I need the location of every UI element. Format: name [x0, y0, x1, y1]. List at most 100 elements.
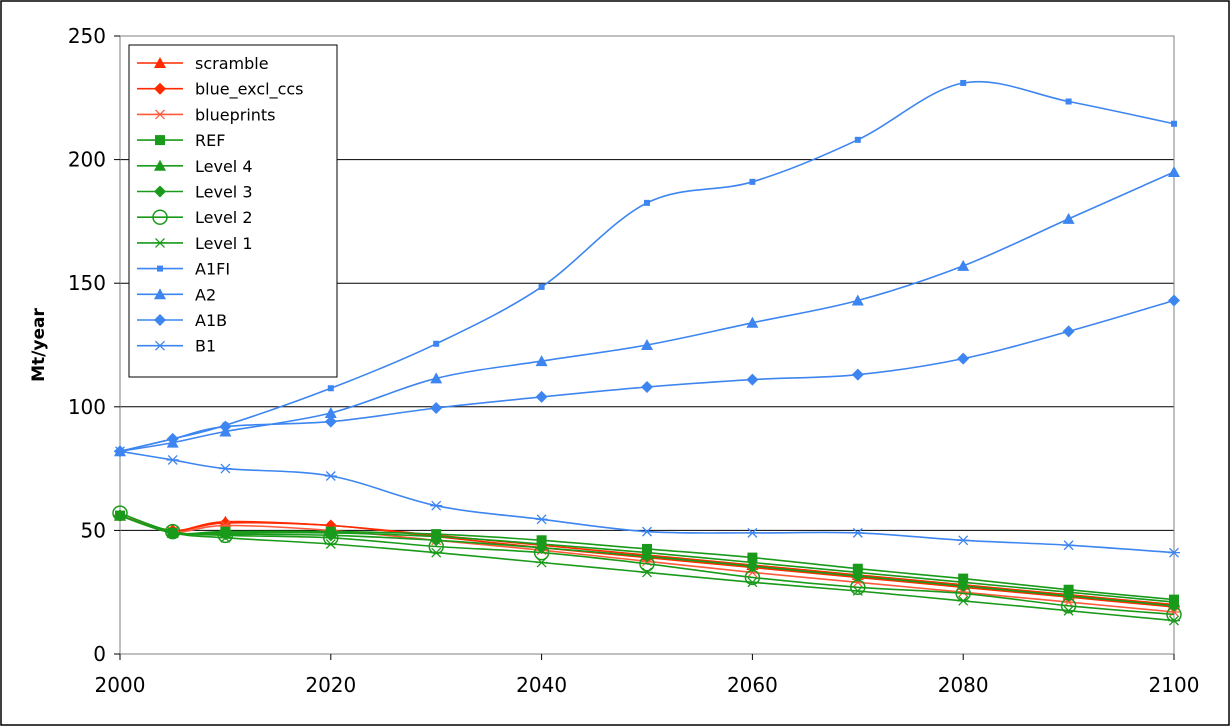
data-point [851, 294, 864, 306]
data-point [850, 579, 866, 596]
legend-item: A2 [137, 285, 216, 304]
series-b1 [114, 446, 1180, 558]
y-tick-label: 250 [68, 24, 106, 48]
data-point [166, 432, 179, 445]
data-point [217, 527, 234, 544]
data-point [746, 577, 759, 588]
series-layer [112, 79, 1182, 626]
legend-marker [154, 109, 166, 120]
data-point [114, 510, 126, 521]
legend-label: blueprints [195, 105, 276, 124]
data-point [851, 586, 864, 596]
legend-marker [154, 185, 166, 198]
data-point [535, 541, 548, 554]
series-line [119, 514, 1175, 608]
data-point [324, 415, 337, 428]
legend-label: B1 [195, 337, 216, 356]
data-point [1062, 212, 1075, 224]
series-a2 [114, 165, 1180, 457]
legend-item: B1 [137, 337, 216, 356]
data-point [535, 557, 548, 568]
x-axis: 2000 2020 2040 2060 2080 2100 [95, 654, 1199, 697]
series-line [119, 450, 1175, 554]
data-point [851, 570, 864, 583]
data-point [1171, 120, 1177, 127]
data-point [166, 527, 179, 538]
data-point [1062, 325, 1075, 338]
series-line [119, 514, 1175, 613]
legend-item: blueprints [137, 105, 276, 124]
legend-marker [154, 237, 166, 248]
data-point [957, 595, 970, 606]
series-line [119, 512, 1175, 616]
series-line [119, 514, 1175, 603]
data-point [1168, 547, 1180, 558]
series-line [119, 514, 1175, 601]
series-level-1 [114, 510, 1180, 626]
data-point [535, 355, 548, 367]
legend-label: REF [195, 131, 225, 150]
legend-marker [154, 159, 166, 171]
data-point [535, 390, 548, 403]
data-point [535, 514, 548, 525]
data-point [112, 505, 128, 521]
legend-marker [155, 135, 165, 146]
legend-label: A1B [195, 311, 227, 330]
data-point [1062, 540, 1075, 551]
legend-label: Level 3 [195, 183, 253, 202]
legend-marker [154, 82, 166, 95]
legend-item: REF [137, 131, 225, 150]
data-point [957, 259, 970, 271]
legend-item: Level 3 [137, 183, 253, 202]
data-point [746, 316, 759, 328]
y-tick-label: 150 [68, 271, 106, 295]
data-point [430, 402, 443, 415]
x-tick-label: 2020 [305, 673, 356, 697]
data-point [851, 368, 864, 381]
series-line [119, 514, 1175, 606]
x-tick-label: 2040 [516, 673, 567, 697]
data-point [957, 535, 970, 546]
x-tick-label: 2060 [727, 673, 778, 697]
y-axis: 0 50 100 150 200 250 [68, 24, 120, 666]
data-point [641, 567, 653, 578]
data-point [1168, 615, 1180, 626]
legend-item: A1B [137, 311, 227, 330]
data-point [957, 587, 970, 598]
data-point [219, 420, 232, 433]
data-point [1062, 605, 1075, 616]
data-point [641, 381, 653, 394]
legend-marker [154, 340, 166, 351]
data-point [166, 454, 179, 465]
series-line [119, 514, 1175, 622]
series-line [119, 171, 1175, 453]
data-point [746, 373, 759, 386]
data-point [1168, 607, 1180, 617]
data-point [324, 471, 337, 481]
series-a1b [114, 294, 1180, 458]
legend-item: blue_excl_ccs [137, 80, 304, 100]
data-point [1060, 598, 1077, 614]
data-point [430, 547, 443, 558]
legend: scramble blue_excl_ccs blueprints REF Level … [128, 44, 338, 378]
data-point [641, 339, 653, 350]
legend-marker [152, 209, 168, 225]
data-point [114, 446, 126, 457]
data-point [1168, 165, 1180, 177]
legend-item: Level 1 [137, 234, 253, 253]
data-point [641, 526, 653, 537]
data-point [433, 340, 440, 347]
series-line [119, 80, 1175, 453]
data-point [430, 534, 443, 547]
data-point [639, 556, 655, 572]
data-point [744, 569, 761, 586]
legend-label: blue_excl_ccs [195, 80, 304, 100]
y-tick-label: 0 [93, 642, 106, 666]
legend-marker [154, 314, 166, 326]
y-tick-label: 50 [81, 518, 106, 542]
data-point [1065, 98, 1072, 105]
data-point [854, 136, 861, 143]
x-tick-label: 2000 [95, 673, 146, 697]
legend-label: scramble [195, 54, 269, 73]
